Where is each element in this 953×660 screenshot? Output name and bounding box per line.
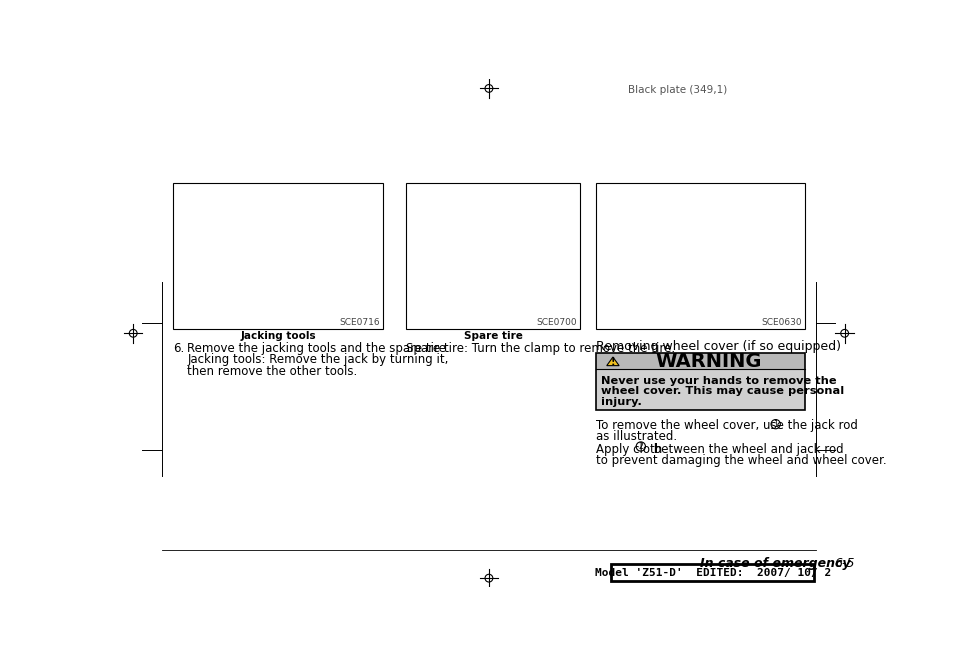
Text: Model 'Z51-D'  EDITED:  2007/ 10/ 2: Model 'Z51-D' EDITED: 2007/ 10/ 2 [594,568,830,578]
Bar [611,564,814,581]
Text: 6.: 6. [173,342,185,355]
Bar [596,183,804,329]
Text: as illustrated.: as illustrated. [596,430,677,443]
Text: SCE0716: SCE0716 [338,318,379,327]
Text: Jacking tools: Remove the jack by turning it,: Jacking tools: Remove the jack by turnin… [187,353,448,366]
Bar [173,183,382,329]
Bar [406,183,579,329]
Text: Removing wheel cover (if so equipped): Removing wheel cover (if so equipped) [596,341,840,353]
Text: Jacking tools: Jacking tools [240,331,315,341]
Text: Black plate (349,1): Black plate (349,1) [627,85,726,95]
Text: 2: 2 [638,442,642,451]
Text: SCE0630: SCE0630 [760,318,801,327]
Text: Spare tire: Turn the clamp to remove the tire.: Spare tire: Turn the clamp to remove the… [406,342,675,355]
Text: Spare tire: Spare tire [463,331,522,341]
Text: injury.: injury. [599,397,640,407]
Text: to prevent damaging the wheel and wheel cover.: to prevent damaging the wheel and wheel … [596,454,885,467]
Text: between the wheel and jack rod: between the wheel and jack rod [649,444,842,457]
Text: !: ! [610,356,615,367]
Text: SCE0700: SCE0700 [537,318,577,327]
Text: WARNING: WARNING [655,352,760,370]
Text: Remove the jacking tools and the spare tire.: Remove the jacking tools and the spare t… [187,342,450,355]
Bar [596,352,804,370]
Text: 6-5: 6-5 [833,556,853,570]
Text: Never use your hands to remove the: Never use your hands to remove the [599,376,835,385]
Text: 1: 1 [773,420,778,428]
Text: To remove the wheel cover, use the jack rod: To remove the wheel cover, use the jack … [596,419,857,432]
Polygon shape [606,357,618,366]
Text: then remove the other tools.: then remove the other tools. [187,365,357,378]
Text: wheel cover. This may cause personal: wheel cover. This may cause personal [599,387,842,397]
Text: In case of emergency: In case of emergency [700,556,850,570]
Bar [596,352,804,409]
Text: Apply cloth: Apply cloth [596,444,661,457]
Bar [596,370,804,409]
